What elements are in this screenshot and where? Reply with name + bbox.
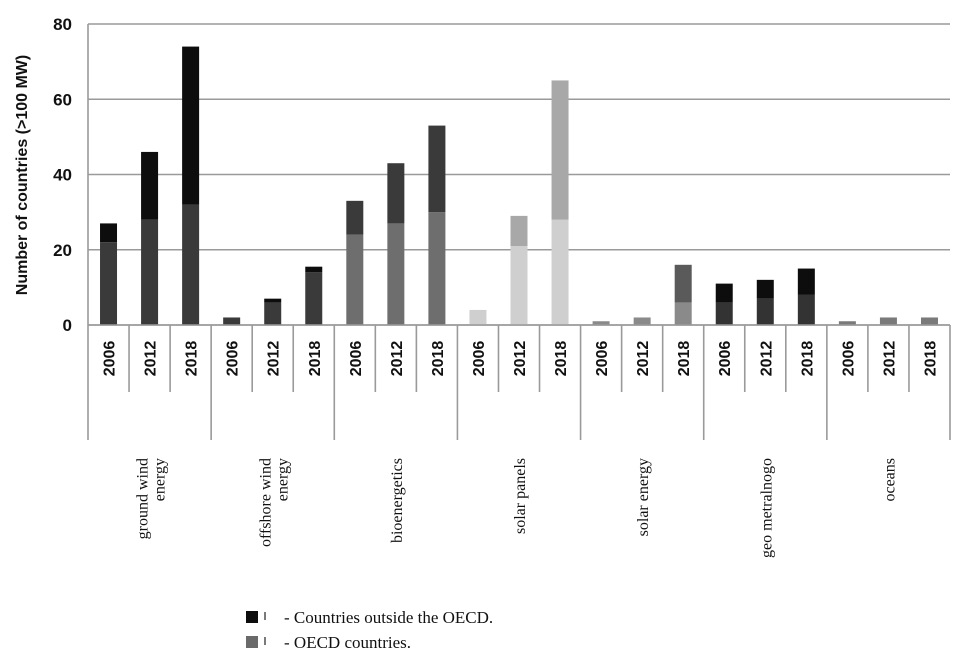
category-label: geo metralnogo: [758, 458, 775, 558]
bar-segment-oecd: [428, 212, 446, 325]
bar-segment-oecd: [879, 317, 897, 325]
bar-segment-oecd: [223, 317, 241, 325]
x-tick-label: 2006: [225, 341, 242, 377]
category-label: ground windenergy: [135, 458, 169, 539]
category-label: oceans: [881, 458, 898, 502]
bar-segment-oecd: [100, 242, 118, 325]
x-tick-label: 2006: [594, 341, 611, 377]
x-tick-label: 2018: [553, 341, 570, 377]
y-tick-label: 80: [53, 15, 72, 34]
category-label: solar panels: [512, 458, 529, 534]
bars: [100, 46, 938, 325]
bar-segment-outside-oecd: [264, 298, 282, 303]
bar-segment-oecd: [182, 204, 200, 325]
legend-swatch: [246, 611, 258, 623]
bar-segment-outside-oecd: [346, 200, 364, 235]
legend-label: - Countries outside the OECD.: [284, 608, 493, 627]
bar-segment-oecd: [920, 317, 938, 325]
x-tick-label: 2006: [348, 341, 365, 377]
bar-segment-oecd: [551, 219, 569, 325]
bar-segment-oecd: [264, 302, 282, 325]
x-tick-label: 2006: [471, 341, 488, 377]
bar-segment-oecd: [674, 302, 692, 325]
x-tick-label: 2018: [430, 341, 447, 377]
bar-segment-oecd: [715, 302, 733, 325]
legend-label: - OECD countries.: [284, 633, 411, 652]
category-label: offshore windenergy: [258, 458, 292, 547]
x-tick-label: 2006: [102, 341, 119, 377]
x-tick-label: 2012: [512, 341, 529, 377]
bar-segment-oecd: [305, 272, 323, 325]
x-tick-label: 2012: [143, 341, 160, 377]
x-tick-label: 2018: [799, 341, 816, 377]
x-axis: 2006 2012 2018 ground windenergy 2006 2012 201…: [87, 324, 951, 558]
y-tick-label: 60: [53, 90, 72, 109]
legend-swatch: [246, 636, 258, 648]
x-tick-label: 2012: [389, 341, 406, 377]
bar-segment-oecd: [141, 219, 159, 325]
x-tick-label: 2006: [840, 341, 857, 377]
x-tick-label: 2012: [635, 341, 652, 377]
bar-segment-outside-oecd: [797, 268, 815, 295]
bar-segment-oecd: [797, 294, 815, 325]
bar-segment-oecd: [387, 223, 405, 325]
bar-segment-outside-oecd: [551, 80, 569, 220]
x-tick-label: 2018: [676, 341, 693, 377]
bar-segment-outside-oecd: [141, 151, 159, 220]
bar-segment-oecd: [756, 298, 774, 325]
bar-segment-oecd: [510, 245, 528, 325]
y-axis-label: Number of countries (>100 MW): [14, 55, 31, 295]
bar-segment-outside-oecd: [756, 279, 774, 299]
bar-segment-outside-oecd: [674, 264, 692, 303]
bar-segment-oecd: [838, 321, 856, 325]
bar-segment-oecd: [592, 321, 610, 325]
x-tick-label: 2012: [758, 341, 775, 377]
x-tick-label: 2012: [881, 341, 898, 377]
bar-segment-outside-oecd: [387, 163, 405, 224]
bar-segment-outside-oecd: [428, 125, 446, 213]
bar-segment-oecd: [469, 309, 487, 325]
x-tick-label: 2012: [266, 341, 283, 377]
x-tick-label: 2018: [184, 341, 201, 377]
y-tick-label: 0: [63, 316, 72, 335]
y-tick-label: 40: [53, 166, 72, 185]
x-tick-label: 2018: [922, 341, 939, 377]
category-label: solar energy: [635, 458, 652, 536]
y-axis-ticks: 0 20 40 60 80: [53, 15, 72, 335]
bar-segment-outside-oecd: [100, 223, 118, 243]
legend: - Countries outside the OECD. - OECD coun…: [246, 608, 493, 652]
x-tick-label: 2006: [717, 341, 734, 377]
category-label: bioenergetics: [389, 458, 406, 543]
bar-segment-outside-oecd: [715, 283, 733, 303]
y-tick-label: 20: [53, 241, 72, 260]
x-tick-label: 2018: [307, 341, 324, 377]
bar-segment-outside-oecd: [305, 266, 323, 273]
bar-segment-outside-oecd: [510, 215, 528, 246]
bar-segment-oecd: [633, 317, 651, 325]
bar-segment-outside-oecd: [182, 46, 200, 205]
bar-segment-oecd: [346, 234, 364, 325]
